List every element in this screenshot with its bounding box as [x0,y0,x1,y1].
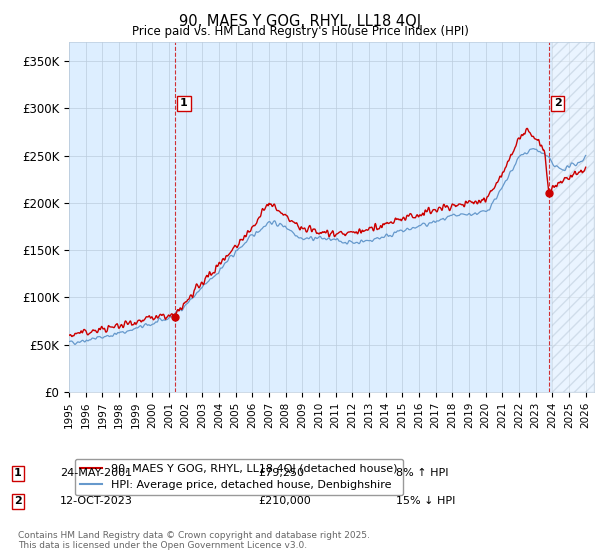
Legend: 90, MAES Y GOG, RHYL, LL18 4QJ (detached house), HPI: Average price, detached ho: 90, MAES Y GOG, RHYL, LL18 4QJ (detached… [74,459,403,496]
Text: 2: 2 [554,99,562,109]
Text: 2: 2 [14,496,22,506]
Text: 90, MAES Y GOG, RHYL, LL18 4QJ: 90, MAES Y GOG, RHYL, LL18 4QJ [179,14,421,29]
Text: £79,250: £79,250 [258,468,304,478]
Bar [553,42,594,392]
Text: 12-OCT-2023: 12-OCT-2023 [60,496,133,506]
Text: £210,000: £210,000 [258,496,311,506]
Text: 8% ↑ HPI: 8% ↑ HPI [396,468,449,478]
Text: 1: 1 [180,99,188,109]
Text: 15% ↓ HPI: 15% ↓ HPI [396,496,455,506]
Text: 24-MAY-2001: 24-MAY-2001 [60,468,132,478]
Text: Contains HM Land Registry data © Crown copyright and database right 2025.
This d: Contains HM Land Registry data © Crown c… [18,530,370,550]
Text: 1: 1 [14,468,22,478]
Text: Price paid vs. HM Land Registry's House Price Index (HPI): Price paid vs. HM Land Registry's House … [131,25,469,38]
